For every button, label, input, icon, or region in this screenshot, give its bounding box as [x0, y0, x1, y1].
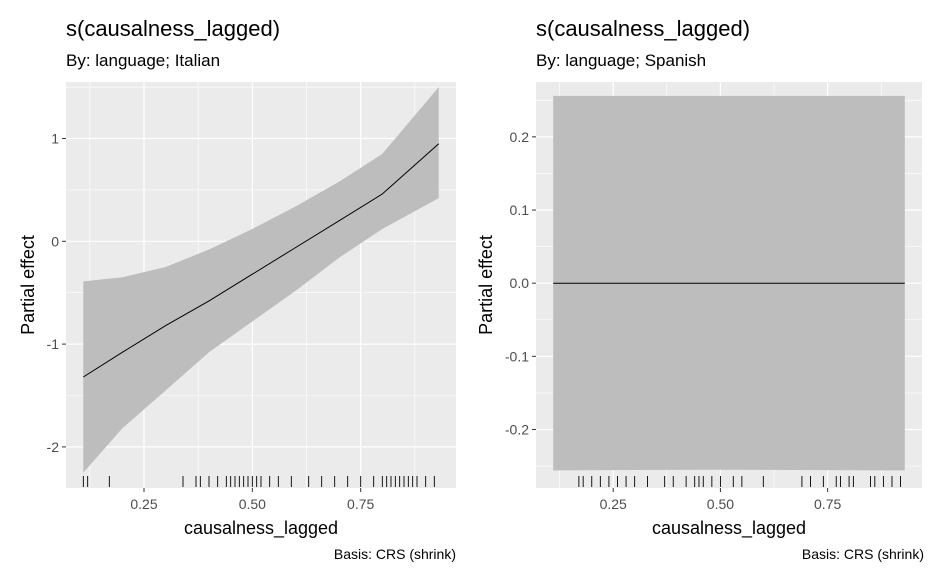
x-tick-label: 0.75 — [814, 496, 841, 512]
chart-panel-spanish: s(causalness_lagged) By: language; Spani… — [470, 0, 945, 584]
chart-title: s(causalness_lagged) — [66, 16, 281, 41]
chart-subtitle: By: language; Spanish — [536, 51, 707, 70]
y-tick-label: 1 — [51, 131, 59, 147]
chart-caption: Basis: CRS (shrink) — [333, 546, 456, 562]
y-axis-label: Partial effect — [18, 235, 38, 335]
x-axis-label: causalness_lagged — [652, 518, 806, 539]
x-tick-label: 0.50 — [239, 496, 266, 512]
y-tick-label: -1 — [47, 336, 60, 352]
smooth-line — [83, 143, 440, 378]
x-tick-label: 0.25 — [600, 496, 627, 512]
y-tick-label: -0.1 — [505, 348, 529, 364]
confidence-ribbon — [83, 87, 439, 473]
y-tick-label: 0.0 — [510, 275, 530, 291]
x-tick-label: 0.75 — [347, 496, 374, 512]
y-tick-label: 0.1 — [510, 202, 530, 218]
chart-svg-spanish: 0.25 0.50 0.75 -0.2 -0.1 0.0 0.1 0.2 causalness_… — [476, 82, 922, 539]
y-axis-label: Partial effect — [476, 235, 496, 335]
x-tick-label: 0.50 — [707, 496, 734, 512]
y-tick-label: -2 — [47, 439, 60, 455]
y-tick-label: 0 — [51, 233, 59, 249]
chart-svg-italian: 0.25 0.50 0.75 -2 -1 0 1 causalness_lagged Parti… — [18, 82, 456, 539]
y-tick-label: -0.2 — [505, 421, 529, 437]
chart-title: s(causalness_lagged) — [536, 16, 751, 41]
chart-panel-italian: s(causalness_lagged) By: language; Itali… — [0, 0, 470, 584]
x-axis-label: causalness_lagged — [184, 518, 338, 539]
chart-caption: Basis: CRS (shrink) — [801, 546, 924, 562]
y-tick-label: 0.2 — [510, 129, 530, 145]
chart-subtitle: By: language; Italian — [66, 51, 221, 70]
x-tick-label: 0.25 — [130, 496, 157, 512]
